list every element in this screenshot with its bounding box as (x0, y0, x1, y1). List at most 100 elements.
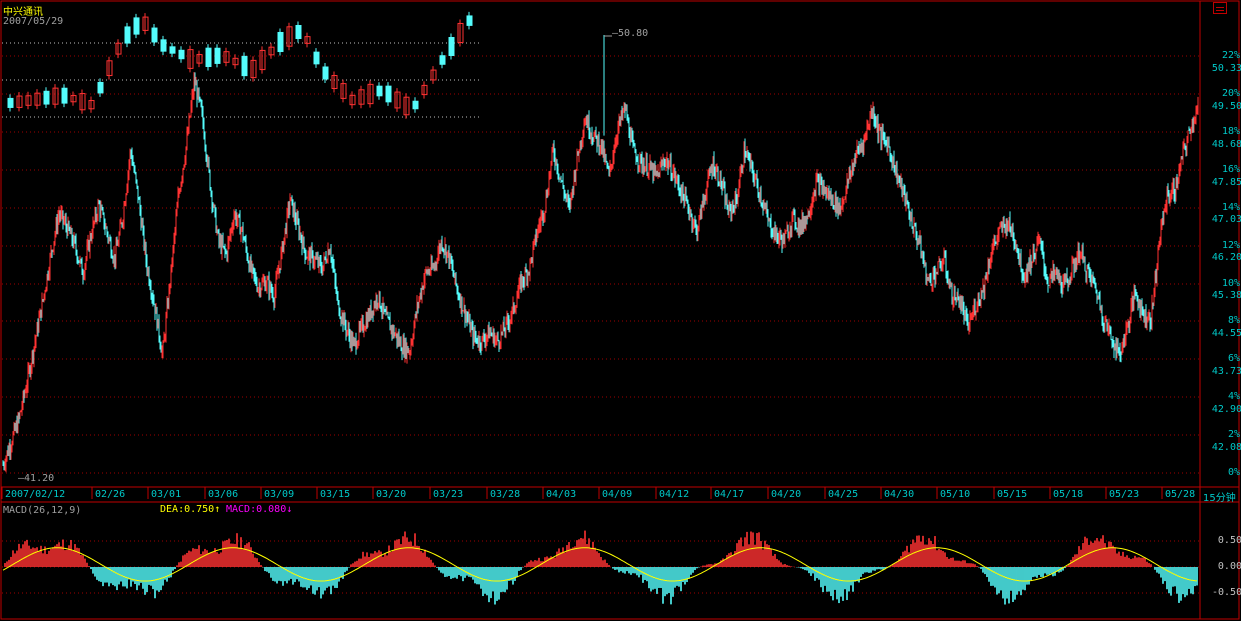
inset-candle-body (151, 27, 158, 43)
macd-label: MACD:0.080↓ (226, 504, 293, 515)
price-tick-label: 46.20 (1211, 252, 1241, 263)
inset-candle-body (304, 36, 311, 44)
inset-candle-body (214, 47, 221, 64)
inset-candle-body (52, 87, 59, 105)
percent-tick-label: 22% (1221, 50, 1240, 61)
macd-indicator-title: MACD(26,12,9) (3, 505, 82, 516)
date-tick-label: 04/12 (659, 489, 690, 500)
percent-tick-label: 8% (1227, 315, 1240, 326)
inset-candle-body (430, 69, 437, 81)
percent-tick-label: 2% (1227, 429, 1240, 440)
date-tick-label: 03/09 (264, 489, 295, 500)
date-tick-label: 03/23 (433, 489, 464, 500)
inset-candle-body (367, 83, 374, 105)
inset-candle-body (241, 55, 248, 77)
inset-candle-body (142, 16, 149, 31)
inset-candle-body (394, 91, 401, 109)
price-tick-label: 42.08 (1211, 442, 1241, 453)
inset-candle-body (196, 54, 203, 64)
inset-candle-body (340, 83, 347, 99)
percent-tick-label: 0% (1227, 467, 1240, 478)
inset-candle-body (97, 81, 104, 94)
macd-tick-label: 0.50 (1217, 535, 1241, 546)
price-tick-label: 48.68 (1211, 139, 1241, 150)
inset-candle-body (403, 96, 410, 116)
inset-candle-body (187, 49, 194, 69)
date-tick-label: 05/15 (997, 489, 1028, 500)
inset-candle-body (16, 95, 23, 108)
inset-candle-body (232, 57, 239, 66)
price-tick-label: 49.50 (1211, 101, 1241, 112)
date-tick-label: 04/09 (602, 489, 633, 500)
percent-tick-label: 4% (1227, 391, 1240, 402)
inset-candle-body (169, 46, 176, 54)
date-tick-label: 2007/02/12 (5, 489, 66, 500)
date-tick-label: 02/26 (95, 489, 126, 500)
inset-candle-body (124, 26, 131, 44)
min-price-annotation: —41.20 (18, 473, 55, 484)
percent-tick-label: 12% (1221, 240, 1240, 251)
inset-candle-body (385, 85, 392, 103)
percent-tick-label: 20% (1221, 88, 1240, 99)
date-tick-label: 04/17 (714, 489, 745, 500)
inset-candle-body (295, 25, 302, 39)
percent-tick-label: 10% (1221, 278, 1240, 289)
inset-candle-body (205, 47, 212, 68)
date-tick-label: 05/18 (1053, 489, 1084, 500)
inset-candle-body (106, 60, 113, 77)
inset-candle-body (439, 55, 446, 65)
percent-tick-label: 16% (1221, 164, 1240, 175)
date-tick-label: 05/23 (1109, 489, 1140, 500)
inset-candle-body (250, 59, 257, 79)
date-tick-label: 04/20 (771, 489, 802, 500)
inset-candle-body (457, 22, 464, 44)
inset-candle-body (277, 31, 284, 53)
max-price-annotation: —50.80 (612, 28, 649, 39)
date-tick-label: 03/28 (490, 489, 521, 500)
price-tick-label: 47.03 (1211, 214, 1241, 225)
inset-candle-body (34, 92, 41, 106)
period-button[interactable]: 15分钟 (1203, 493, 1236, 504)
inset-candle-body (43, 90, 50, 105)
inset-candle-body (322, 66, 329, 80)
menu-icon[interactable] (1213, 2, 1227, 14)
macd-tick-label: 0.00 (1217, 561, 1241, 572)
date-tick-label: 05/28 (1165, 489, 1196, 500)
price-tick-label: 42.90 (1211, 404, 1241, 415)
inset-candle-body (466, 15, 473, 26)
inset-candle-body (286, 26, 293, 47)
price-tick-label: 47.85 (1211, 177, 1241, 188)
date-tick-label: 05/10 (940, 489, 971, 500)
inset-candle-body (331, 75, 338, 89)
inset-candle-body (412, 100, 419, 110)
inset-candle-body (133, 17, 140, 35)
inset-candle-body (88, 100, 95, 110)
price-tick-label: 43.73 (1211, 366, 1241, 377)
chart-date: 2007/05/29 (3, 16, 64, 27)
price-tick-label: 45.38 (1211, 290, 1241, 301)
inset-candle-body (313, 51, 320, 65)
inset-candle-body (268, 46, 275, 56)
inset-candle-body (223, 51, 230, 63)
inset-candle-body (259, 49, 266, 71)
inset-candle-body (61, 87, 68, 104)
price-tick-label: 44.55 (1211, 328, 1241, 339)
inset-candle-body (178, 49, 185, 60)
date-tick-label: 03/06 (208, 489, 239, 500)
inset-candle-body (79, 93, 86, 111)
stock-title: 中兴通讯 (3, 7, 43, 18)
inset-candle-body (448, 37, 455, 56)
date-tick-label: 03/01 (151, 489, 182, 500)
inset-candle-body (376, 85, 383, 97)
percent-tick-label: 14% (1221, 202, 1240, 213)
date-tick-label: 03/15 (320, 489, 351, 500)
inset-candle-body (421, 84, 428, 96)
inset-candle-body (70, 95, 77, 103)
inset-candle-body (7, 97, 14, 108)
date-tick-label: 04/30 (884, 489, 915, 500)
price-tick-label: 50.33 (1211, 63, 1241, 74)
percent-tick-label: 18% (1221, 126, 1240, 137)
inset-candle-body (115, 42, 122, 55)
